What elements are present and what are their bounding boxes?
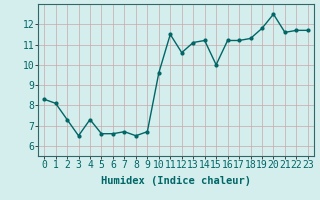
X-axis label: Humidex (Indice chaleur): Humidex (Indice chaleur) xyxy=(101,176,251,186)
